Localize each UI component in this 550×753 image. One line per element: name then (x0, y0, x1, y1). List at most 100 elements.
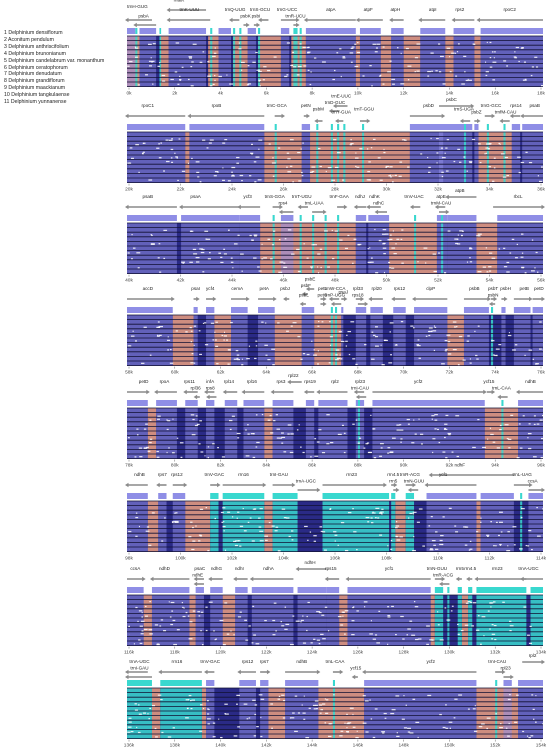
gene-arrowhead (303, 17, 308, 23)
gene-label: petA (260, 286, 270, 291)
exon-block (301, 124, 311, 130)
gene-arrowhead (266, 669, 271, 675)
utr-block (316, 124, 319, 130)
coding-region (151, 595, 190, 646)
variation-mark (236, 162, 240, 164)
exon-block (370, 307, 383, 313)
variation-mark (237, 616, 242, 618)
utr-region (405, 501, 415, 552)
coding-region (210, 595, 223, 646)
variation-mark (253, 735, 257, 737)
gene-label: trnA-UGC (296, 479, 317, 484)
coding-region (391, 36, 404, 87)
variation-mark (464, 71, 466, 73)
gene-label: ccsA (130, 566, 141, 571)
variation-mark (495, 521, 498, 524)
variation-mark (254, 713, 257, 716)
variation-mark (268, 521, 271, 524)
utr-region (476, 595, 527, 646)
variation-mark (309, 83, 312, 86)
variation-mark (425, 262, 427, 264)
variation-mark (202, 707, 205, 710)
variation-mark (284, 606, 287, 608)
variation-mark (224, 139, 228, 141)
noncoding-band (201, 688, 207, 739)
variation-mark (525, 151, 528, 153)
variation-mark (352, 713, 354, 716)
variation-mark (311, 267, 313, 269)
variation-mark (165, 139, 169, 141)
variation-mark (484, 153, 486, 155)
variation-mark (248, 717, 251, 719)
row-index: · (129, 735, 130, 739)
variation-mark (222, 507, 226, 509)
variation-mark (434, 428, 437, 430)
utr-region (335, 315, 338, 366)
variation-mark (291, 539, 294, 541)
variation-mark (245, 639, 249, 641)
variation-mark (261, 413, 264, 416)
variation-mark (136, 434, 139, 436)
variation-mark (150, 243, 155, 245)
gene-arrowhead (541, 487, 545, 493)
variation-mark (528, 529, 532, 532)
variation-mark (313, 638, 316, 640)
gene-label: rpl36 (191, 386, 202, 391)
gene-label: ndhF (455, 463, 466, 468)
gene-label: atpH (390, 7, 400, 12)
gene-arrowhead (262, 482, 267, 488)
variation-mark (382, 46, 385, 48)
variation-mark (143, 447, 148, 449)
variation-mark (170, 601, 175, 604)
variation-mark (399, 161, 403, 163)
variation-mark (283, 266, 286, 268)
variation-mark (289, 717, 291, 719)
variation-mark (405, 47, 409, 50)
gene-arrowhead (351, 674, 356, 680)
variation-mark (176, 157, 179, 159)
variation-mark (472, 43, 475, 45)
gene-label: trnE-UUC (331, 94, 352, 99)
utr-block (324, 215, 327, 221)
utr-block (530, 587, 543, 593)
variation-mark (455, 531, 459, 533)
row-index: · (129, 623, 130, 627)
variation-mark (387, 239, 391, 241)
variation-mark (485, 74, 488, 77)
variation-mark (508, 447, 511, 449)
variation-mark (367, 171, 371, 173)
variation-mark (444, 436, 446, 439)
variation-mark (315, 704, 318, 706)
variation-mark (339, 239, 343, 241)
variation-mark (289, 451, 294, 454)
variation-mark (309, 171, 313, 173)
variation-mark (514, 51, 516, 53)
variation-mark (334, 534, 338, 536)
gene-label: trnS-GGA (265, 194, 286, 199)
exon-block (409, 124, 444, 130)
variation-mark (213, 52, 217, 54)
variation-mark (451, 451, 454, 453)
variation-mark (498, 344, 502, 346)
variation-mark (271, 727, 273, 729)
variation-mark (445, 170, 449, 172)
variation-mark (344, 549, 349, 552)
variation-mark (291, 253, 295, 255)
variation-mark (371, 85, 373, 87)
variation-mark (148, 179, 153, 181)
variation-mark (436, 152, 439, 154)
variation-mark (233, 735, 238, 737)
variation-mark (199, 353, 202, 356)
variation-mark (250, 143, 253, 146)
variation-mark (396, 238, 400, 240)
variation-mark (368, 451, 373, 454)
variation-mark (302, 712, 306, 714)
variation-mark (446, 619, 451, 621)
gene-arrowhead (368, 296, 372, 302)
variation-mark (324, 549, 327, 551)
variation-mark (407, 65, 412, 67)
utr-region (391, 501, 396, 552)
variation-mark (411, 442, 415, 444)
exon-block (532, 307, 543, 313)
variation-mark (350, 47, 354, 50)
